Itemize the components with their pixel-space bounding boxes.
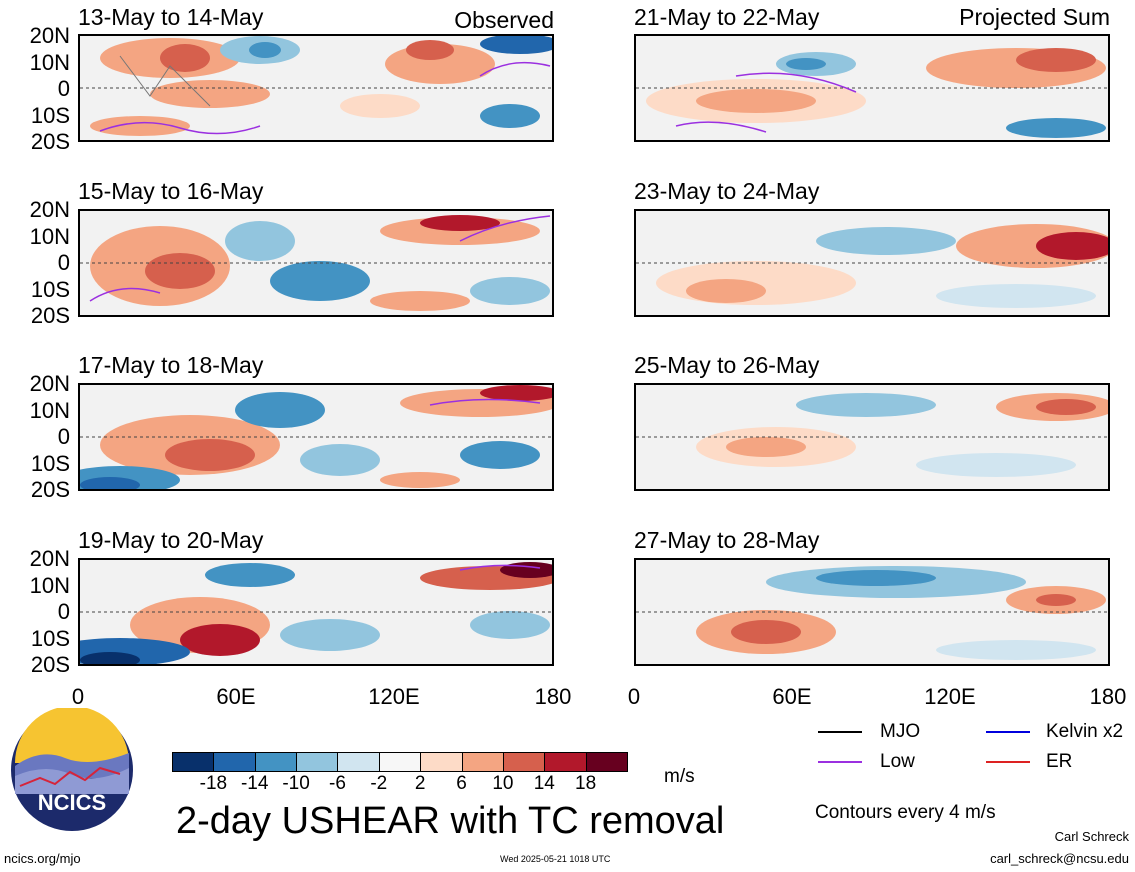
colorbar-swatch (378, 752, 422, 772)
colorbar-tick-label: -14 (240, 773, 269, 794)
legend-er-label: ER (1046, 751, 1073, 772)
lon-label-0: 0 (627, 684, 641, 709)
colorbar-labels: -18 -14 -10 -6 -2 2 6 10 14 18 (172, 774, 627, 796)
lat-label-10n: 10N (29, 398, 70, 423)
logo-text: NCICS (38, 790, 106, 815)
colorbar-swatch (213, 752, 256, 772)
lat-label-10s: 10S (30, 277, 70, 302)
map-panel-7 (634, 383, 1110, 491)
lon-label-0: 0 (71, 684, 85, 709)
colorbar-swatch (585, 752, 628, 772)
legend-kelvin-label: Kelvin x2 (1046, 721, 1124, 742)
ncics-logo: NCICS (10, 706, 134, 832)
lat-label-10n: 10N (29, 224, 70, 249)
colorbar-tick-label: 6 (456, 773, 467, 794)
panel-title-1: 13-May to 14-May (78, 4, 264, 30)
lat-label-10s: 10S (30, 626, 70, 651)
legend-low-line (818, 761, 862, 763)
panel-title-8: 27-May to 28-May (634, 527, 820, 553)
lat-label-20n: 20N (29, 546, 70, 571)
colorbar (172, 752, 628, 772)
colorbar-swatch (296, 752, 339, 772)
lat-label-20n: 20N (29, 197, 70, 222)
lon-label-180: 180 (1089, 684, 1127, 709)
lat-label-10n: 10N (29, 573, 70, 598)
colorbar-tick-label: -2 (370, 773, 388, 794)
lat-label-0: 0 (57, 250, 70, 275)
colorbar-units: m/s (664, 766, 695, 787)
map-panel-8 (634, 558, 1110, 666)
colorbar-swatch (420, 752, 463, 772)
panel-title-6: 23-May to 24-May (634, 178, 820, 204)
footer-url: ncics.org/mjo (4, 851, 81, 866)
lat-label-0: 0 (57, 599, 70, 624)
lon-label-60e: 60E (216, 684, 256, 709)
lon-label-120e: 120E (924, 684, 976, 709)
colorbar-swatch (254, 752, 298, 772)
panel-title-5: 21-May to 22-May (634, 4, 820, 30)
footer-author: Carl Schreck (1054, 829, 1129, 844)
lon-label-180: 180 (534, 684, 572, 709)
lat-label-20s: 20S (30, 477, 70, 502)
legend-low-label: Low (880, 751, 915, 772)
legend-kelvin-line (986, 731, 1030, 733)
map-panel-6 (634, 209, 1110, 317)
map-panel-1 (78, 34, 554, 142)
colorbar-swatch (172, 752, 215, 772)
panel-title-7: 25-May to 26-May (634, 352, 820, 378)
lat-label-0: 0 (57, 76, 70, 101)
lon-label-60e: 60E (772, 684, 812, 709)
colorbar-swatch (502, 752, 546, 772)
lat-label-20s: 20S (30, 129, 70, 154)
lat-label-20n: 20N (29, 23, 70, 48)
map-panel-4 (78, 558, 554, 666)
panel-label-observed: Observed (454, 7, 554, 33)
colorbar-tick-label: -18 (199, 773, 228, 794)
footer-email: carl_schreck@ncsu.edu (990, 851, 1129, 866)
colorbar-tick-label: -10 (282, 773, 310, 794)
map-panel-2 (78, 209, 554, 317)
colorbar-swatch (544, 752, 587, 772)
lat-label-10s: 10S (30, 103, 70, 128)
colorbar-swatch (461, 752, 504, 772)
lat-label-20n: 20N (29, 371, 70, 396)
colorbar-tick-label: 14 (533, 773, 555, 794)
colorbar-tick-label: 2 (414, 773, 426, 794)
lat-label-20s: 20S (30, 652, 70, 677)
legend-mjo-line (818, 731, 862, 733)
legend-mjo-label: MJO (880, 721, 921, 742)
lon-label-120e: 120E (368, 684, 420, 709)
map-panel-5 (634, 34, 1110, 142)
lat-label-20s: 20S (30, 303, 70, 328)
panel-label-projected: Projected Sum (959, 4, 1110, 30)
footer-timestamp: Wed 2025-05-21 1018 UTC (500, 854, 611, 864)
colorbar-tick-label: 10 (492, 773, 514, 794)
legend-er-line (986, 761, 1030, 763)
lat-label-10s: 10S (30, 451, 70, 476)
colorbar-swatch (337, 752, 380, 772)
main-title: 2-day USHEAR with TC removal (176, 800, 725, 842)
colorbar-tick-label: -6 (329, 773, 346, 794)
map-panel-3 (78, 383, 554, 491)
contour-note: Contours every 4 m/s (815, 802, 996, 823)
colorbar-tick-label: 18 (575, 773, 597, 794)
panel-title-4: 19-May to 20-May (78, 527, 264, 553)
panel-title-2: 15-May to 16-May (78, 178, 264, 204)
panel-title-3: 17-May to 18-May (78, 352, 264, 378)
lat-label-10n: 10N (29, 50, 70, 75)
lat-label-0: 0 (57, 424, 70, 449)
